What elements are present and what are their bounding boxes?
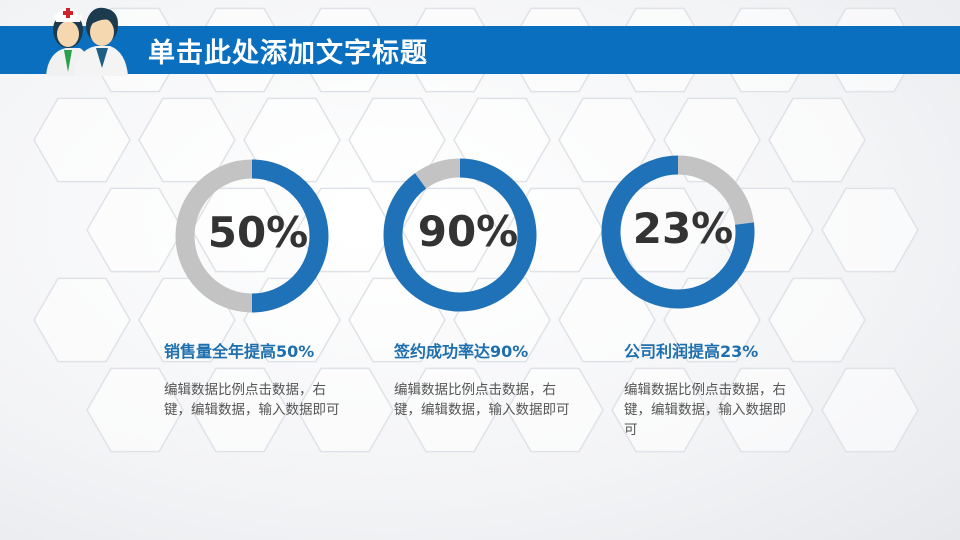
hexagon-shape: [506, 367, 604, 453]
donut-segment-0: [251, 159, 329, 313]
hexagon-shape: [33, 277, 131, 363]
hexagon-shape: [821, 367, 919, 453]
donut-chart-profit: [601, 155, 755, 309]
hexagon-shape: [401, 367, 499, 453]
hexagon-shape: [86, 187, 184, 273]
donut-chart-sales: [175, 159, 329, 313]
item-heading: 公司利润提高23%: [624, 342, 759, 361]
hexagon-shape: [33, 97, 131, 183]
hexagon-shape: [611, 367, 709, 453]
donut-chart-contract: [383, 158, 537, 312]
hexagon-shape: [191, 367, 289, 453]
hexagon-shape: [716, 367, 814, 453]
item-heading: 销售量全年提高50%: [164, 342, 315, 361]
donut-segment-1: [601, 155, 755, 309]
item-description: 编辑数据比例点击数据，右键，编辑数据，输入数据即可: [624, 382, 786, 438]
item-description: 编辑数据比例点击数据，右键，编辑数据，输入数据即可: [394, 382, 570, 418]
donut-label: 50%: [207, 208, 309, 257]
donut-segment-1: [415, 158, 461, 189]
item-description: 编辑数据比例点击数据，右键，编辑数据，输入数据即可: [164, 382, 340, 418]
page-title[interactable]: 单击此处添加文字标题: [148, 38, 428, 69]
hexagon-shape: [86, 367, 184, 453]
hexagon-shape: [243, 97, 341, 183]
hexagon-shape: [821, 187, 919, 273]
donut-label: 90%: [417, 207, 519, 256]
hexagon-shape: [768, 97, 866, 183]
donut-segment-1: [175, 159, 253, 313]
donut-label: 23%: [632, 204, 734, 253]
donut-segment-0: [677, 155, 754, 226]
donut-segment-0: [383, 158, 537, 312]
hexagon-shape: [296, 367, 394, 453]
item-heading: 签约成功率达90%: [394, 342, 529, 361]
hexagon-shape: [768, 277, 866, 363]
doctor-nurse-icon: [46, 7, 128, 76]
title-banner: [0, 26, 960, 74]
